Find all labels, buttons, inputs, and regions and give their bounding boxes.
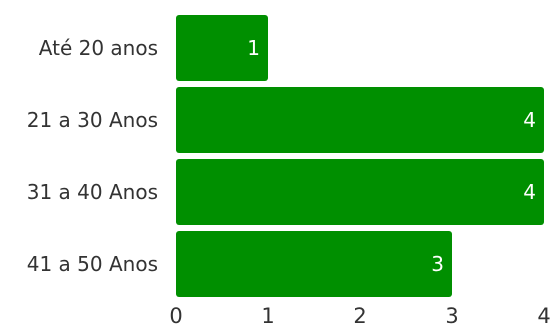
bar-41-a-50-anos	[176, 231, 452, 297]
x-axis-tick-labels: 0 1 2 3 4	[169, 304, 550, 328]
category-labels: Até 20 anos 21 a 30 Anos 31 a 40 Anos 41 a …	[27, 36, 158, 276]
data-label: 4	[523, 108, 536, 132]
data-labels: 1 4 4 3	[247, 36, 536, 276]
x-tick-label: 1	[261, 304, 274, 328]
data-label: 3	[431, 252, 444, 276]
x-tick-label: 2	[353, 304, 366, 328]
category-label: 21 a 30 Anos	[27, 108, 158, 132]
bars-group	[176, 15, 544, 297]
category-label: 41 a 50 Anos	[27, 252, 158, 276]
data-label: 4	[523, 180, 536, 204]
x-tick-label: 3	[445, 304, 458, 328]
bar-ate-20-anos	[176, 15, 268, 81]
category-label: Até 20 anos	[39, 36, 158, 60]
x-tick-label: 0	[169, 304, 182, 328]
data-label: 1	[247, 36, 260, 60]
x-tick-label: 4	[537, 304, 550, 328]
category-label: 31 a 40 Anos	[27, 180, 158, 204]
bar-21-a-30-anos	[176, 87, 544, 153]
bar-31-a-40-anos	[176, 159, 544, 225]
